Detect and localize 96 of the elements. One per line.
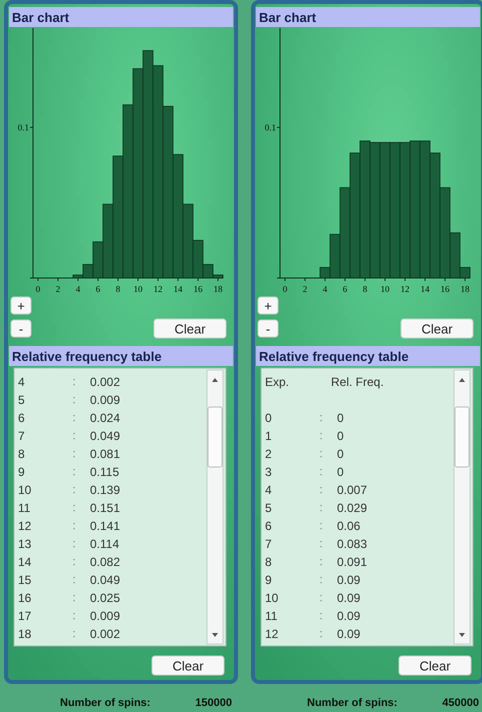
- x-tick-label: 6: [96, 284, 101, 294]
- y-tick-label: 9: [265, 573, 272, 587]
- text: Number of spins:: [307, 697, 398, 709]
- y-tick-label: 7: [18, 429, 25, 443]
- x-tick-label: 12: [400, 284, 410, 294]
- data-label: 0.083: [337, 537, 368, 551]
- x-tick-label: 16: [194, 284, 203, 294]
- clear-button: Clear: [152, 656, 224, 676]
- x-tick-label: 18: [460, 284, 470, 294]
- clear-button: Clear: [398, 656, 472, 676]
- data-label: 0.002: [90, 627, 120, 641]
- y-tick-label: 2: [265, 447, 272, 461]
- y-tick-label: 3: [265, 465, 272, 479]
- x-tick-label: 2: [302, 284, 308, 294]
- y-tick-label: 8: [265, 555, 272, 569]
- data-label: 0.029: [337, 501, 368, 515]
- text: 450000: [442, 697, 479, 709]
- data-label: 0.09: [337, 609, 361, 623]
- data-label: 0: [337, 447, 344, 461]
- text: Number of spins:: [60, 697, 150, 709]
- x-tick-label: 12: [154, 284, 162, 294]
- data-label: 0.049: [90, 429, 120, 443]
- x-tick-label: 2: [56, 284, 60, 294]
- x-tick-label: 18: [214, 284, 223, 294]
- data-label: 0.114: [90, 537, 120, 551]
- minus-button: -: [258, 320, 278, 338]
- y-tick-label: 4: [18, 375, 25, 389]
- x-tick-label: 4: [322, 284, 328, 294]
- y-tick-label: 10: [265, 591, 279, 605]
- data-label: 0.06: [337, 519, 361, 533]
- y-tick-label: 14: [18, 555, 32, 569]
- y-tick-label: 12: [18, 519, 32, 533]
- y-tick-label: 11: [18, 501, 31, 515]
- data-label: 0.002: [90, 375, 120, 389]
- y-tick-label: 6: [18, 411, 25, 425]
- data-label: 0: [337, 465, 344, 479]
- plus-button: +: [10, 296, 32, 314]
- x-tick-label: 14: [174, 284, 183, 294]
- data-label: 0.141: [90, 519, 120, 533]
- y-tick-label: 0.1: [264, 122, 276, 132]
- data-label: 0.024: [90, 411, 120, 425]
- data-label: 0.025: [90, 591, 120, 605]
- y-tick-label: 17: [18, 609, 32, 623]
- data-label: 0.139: [90, 483, 120, 497]
- y-tick-label: 7: [265, 537, 272, 551]
- y-tick-label: 10: [18, 483, 32, 497]
- y-tick-label: 5: [265, 501, 272, 515]
- chart-title: Relative frequency table: [259, 349, 409, 364]
- y-tick-label: 18: [18, 627, 32, 641]
- data-label: 0.081: [90, 447, 120, 461]
- x-tick-label: Rel. Freq.: [331, 375, 384, 389]
- y-tick-label: 9: [18, 465, 25, 479]
- y-tick-label: 8: [18, 447, 25, 461]
- x-tick-label: 16: [440, 284, 450, 294]
- data-label: 0: [337, 429, 344, 443]
- x-tick-label: 8: [116, 284, 121, 294]
- data-label: 0: [337, 411, 344, 425]
- x-tick-label: 8: [362, 284, 368, 294]
- clear-button: Clear: [154, 318, 226, 338]
- y-axis-title: Exp.: [265, 375, 290, 389]
- data-label: 0.082: [90, 555, 120, 569]
- data-label: 0.115: [90, 465, 120, 479]
- text: 150000: [195, 697, 232, 709]
- data-label: 0.009: [90, 609, 120, 623]
- chart-title: Relative frequency table: [12, 349, 162, 364]
- data-label: 0.09: [337, 627, 361, 641]
- x-tick-label: 6: [342, 284, 348, 294]
- chart-title: Bar chart: [259, 10, 317, 25]
- x-tick-label: 14: [420, 284, 430, 294]
- y-tick-label: 12: [265, 627, 279, 641]
- x-tick-label: 0: [282, 284, 288, 294]
- data-label: 0.009: [90, 393, 120, 407]
- data-label: 0.09: [337, 573, 361, 587]
- y-tick-label: 0: [265, 411, 272, 425]
- x-tick-label: 10: [380, 284, 390, 294]
- data-label: 0.151: [90, 501, 120, 515]
- y-tick-label: 4: [265, 483, 272, 497]
- minus-button: -: [10, 320, 32, 338]
- y-tick-label: 16: [18, 591, 32, 605]
- data-label: 0.049: [90, 573, 120, 587]
- x-tick-label: 0: [36, 284, 41, 294]
- y-tick-label: 0.1: [18, 122, 29, 132]
- y-tick-label: 11: [265, 609, 278, 623]
- y-tick-label: 6: [265, 519, 272, 533]
- y-tick-label: 5: [18, 393, 25, 407]
- data-label: 0.091: [337, 555, 368, 569]
- y-tick-label: 13: [18, 537, 32, 551]
- y-tick-label: 15: [18, 573, 32, 587]
- chart-title: Bar chart: [12, 10, 70, 25]
- clear-button: Clear: [400, 318, 474, 338]
- y-tick-label: 1: [265, 429, 272, 443]
- x-tick-label: 10: [134, 284, 143, 294]
- data-label: 0.007: [337, 483, 368, 497]
- data-label: 0.09: [337, 591, 361, 605]
- x-tick-label: 4: [76, 284, 81, 294]
- plus-button: +: [258, 296, 278, 314]
